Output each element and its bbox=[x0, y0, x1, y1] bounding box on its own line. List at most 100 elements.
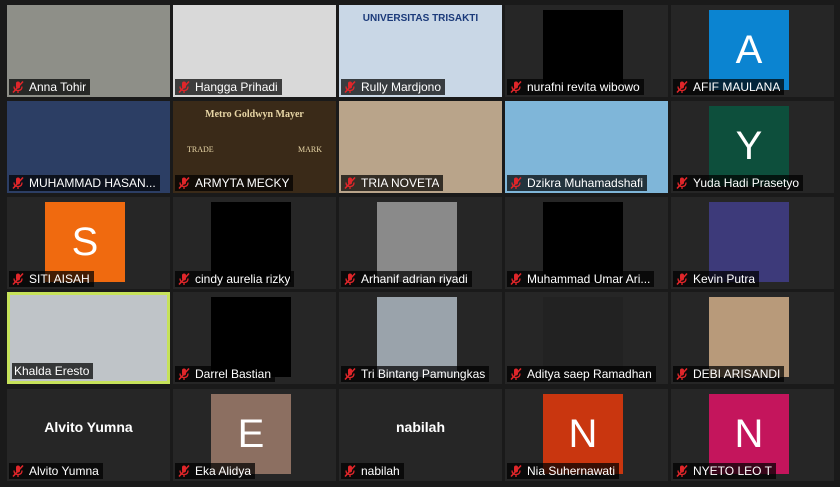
participant-name: cindy aurelia rizky bbox=[195, 272, 291, 286]
participant-avatar: S bbox=[45, 202, 125, 282]
muted-microphone-icon bbox=[344, 464, 356, 478]
participant-name-label: nabilah bbox=[341, 463, 404, 479]
participant-name: Kevin Putra bbox=[693, 272, 756, 286]
participant-tile[interactable]: Metro Goldwyn Mayer TRADE MARK ARMYTA MECKY bbox=[173, 101, 336, 193]
muted-microphone-icon bbox=[344, 80, 356, 94]
muted-microphone-icon bbox=[178, 176, 190, 190]
muted-microphone-icon bbox=[510, 80, 522, 94]
participant-name-label: Rully Mardjono bbox=[341, 79, 446, 95]
shared-screen-subtext: TRADE bbox=[187, 145, 214, 154]
participant-tile[interactable]: N Nia Suhernawati bbox=[505, 389, 668, 481]
participant-name: Hangga Prihadi bbox=[195, 80, 278, 94]
participant-tile[interactable]: UNIVERSITAS TRISAKTI Rully Mardjono bbox=[339, 5, 502, 97]
muted-microphone-icon bbox=[12, 80, 24, 94]
participant-name: Dzikra Muhamadshafi bbox=[527, 176, 644, 190]
participant-tile[interactable]: Arhanif adrian riyadi bbox=[339, 197, 502, 289]
participant-tile[interactable]: Alvito Yumna Alvito Yumna bbox=[7, 389, 170, 481]
participant-name-label: Anna Tohir bbox=[9, 79, 91, 95]
video-off-placeholder bbox=[211, 297, 291, 377]
participant-name: SITI AISAH bbox=[29, 272, 90, 286]
participant-name: Alvito Yumna bbox=[29, 464, 99, 478]
shared-screen-text: Metro Goldwyn Mayer bbox=[205, 109, 304, 120]
participant-tile[interactable]: Hangga Prihadi bbox=[173, 5, 336, 97]
participant-video bbox=[377, 202, 457, 282]
participant-tile[interactable]: DEBI ARISANDI bbox=[671, 292, 834, 384]
muted-microphone-icon bbox=[676, 367, 688, 381]
participant-name: Muhammad Umar Ari... bbox=[527, 272, 651, 286]
participant-name-label: Yuda Hadi Prasetyo bbox=[673, 175, 804, 191]
video-off-placeholder bbox=[543, 297, 623, 377]
participant-name-label: nurafni revita wibowo bbox=[507, 79, 644, 95]
participant-tile[interactable]: Kevin Putra bbox=[671, 197, 834, 289]
participant-tile[interactable]: Tri Bintang Pamungkas bbox=[339, 292, 502, 384]
video-off-placeholder bbox=[543, 10, 623, 90]
participant-display-name: Alvito Yumna bbox=[44, 419, 133, 435]
participant-tile[interactable]: A AFIF MAULANA bbox=[671, 5, 834, 97]
participant-tile[interactable]: E Eka Alidya bbox=[173, 389, 336, 481]
participant-tile[interactable]: Aditya saep Ramadhan bbox=[505, 292, 668, 384]
participant-tile[interactable]: Khalda Eresto bbox=[7, 292, 170, 384]
muted-microphone-icon bbox=[178, 464, 190, 478]
participant-tile[interactable]: MUHAMMAD HASAN... bbox=[7, 101, 170, 193]
participant-avatar: Y bbox=[709, 106, 789, 186]
participant-tile[interactable]: Y Yuda Hadi Prasetyo bbox=[671, 101, 834, 193]
participant-name-label: AFIF MAULANA bbox=[673, 79, 785, 95]
muted-microphone-icon bbox=[344, 176, 356, 190]
participant-video bbox=[543, 202, 623, 282]
participant-tile[interactable]: Darrel Bastian bbox=[173, 292, 336, 384]
shared-screen-text: UNIVERSITAS TRISAKTI bbox=[362, 13, 479, 24]
participant-tile[interactable]: Muhammad Umar Ari... bbox=[505, 197, 668, 289]
participant-name: Nia Suhernawati bbox=[527, 464, 616, 478]
participant-name-label: ARMYTA MECKY bbox=[175, 175, 294, 191]
muted-microphone-icon bbox=[676, 464, 688, 478]
muted-microphone-icon bbox=[676, 272, 688, 286]
participant-tile[interactable]: Dzikra Muhamadshafi bbox=[505, 101, 668, 193]
participant-name: AFIF MAULANA bbox=[693, 80, 781, 94]
muted-microphone-icon bbox=[510, 176, 522, 190]
muted-microphone-icon bbox=[510, 367, 522, 381]
participant-name-label: Dzikra Muhamadshafi bbox=[507, 175, 648, 191]
participant-avatar: N bbox=[543, 394, 623, 474]
participant-avatar: N bbox=[709, 394, 789, 474]
participant-name-label: cindy aurelia rizky bbox=[175, 271, 295, 287]
participant-display-name: nabilah bbox=[395, 419, 445, 435]
participant-tile[interactable]: nabilah nabilah bbox=[339, 389, 502, 481]
muted-microphone-icon bbox=[12, 272, 24, 286]
participant-name-label: Eka Alidya bbox=[175, 463, 256, 479]
participant-tile[interactable]: N NYETO LEO T bbox=[671, 389, 834, 481]
participant-tile[interactable]: nurafni revita wibowo bbox=[505, 5, 668, 97]
participant-name: TRIA NOVETA bbox=[361, 176, 440, 190]
participant-name: nurafni revita wibowo bbox=[527, 80, 640, 94]
participant-name: Anna Tohir bbox=[29, 80, 87, 94]
participant-name-label: Kevin Putra bbox=[673, 271, 760, 287]
muted-microphone-icon bbox=[12, 464, 24, 478]
participant-name: Rully Mardjono bbox=[361, 80, 442, 94]
participant-tile[interactable]: S SITI AISAH bbox=[7, 197, 170, 289]
participant-name-label: Khalda Eresto bbox=[12, 363, 94, 379]
participant-name-label: Arhanif adrian riyadi bbox=[341, 271, 472, 287]
participant-name-label: MUHAMMAD HASAN... bbox=[9, 175, 160, 191]
muted-microphone-icon bbox=[676, 80, 688, 94]
participant-tile[interactable]: TRIA NOVETA bbox=[339, 101, 502, 193]
participant-name-label: NYETO LEO T bbox=[673, 463, 776, 479]
participant-name-label: Tri Bintang Pamungkas bbox=[341, 366, 490, 382]
participant-tile[interactable]: Anna Tohir bbox=[7, 5, 170, 97]
participant-name-label: Nia Suhernawati bbox=[507, 463, 620, 479]
participant-video bbox=[377, 297, 457, 377]
participant-avatar: A bbox=[709, 10, 789, 90]
participant-name: Tri Bintang Pamungkas bbox=[361, 367, 486, 381]
muted-microphone-icon bbox=[676, 176, 688, 190]
participant-tile[interactable]: cindy aurelia rizky bbox=[173, 197, 336, 289]
participant-name: Darrel Bastian bbox=[195, 367, 272, 381]
participant-name: MUHAMMAD HASAN... bbox=[29, 176, 156, 190]
muted-microphone-icon bbox=[178, 272, 190, 286]
participant-name: Khalda Eresto bbox=[14, 364, 90, 378]
participant-name: Eka Alidya bbox=[195, 464, 252, 478]
participant-name: ARMYTA MECKY bbox=[195, 176, 290, 190]
muted-microphone-icon bbox=[12, 176, 24, 190]
participant-name-label: Aditya saep Ramadhan bbox=[507, 366, 656, 382]
muted-microphone-icon bbox=[510, 464, 522, 478]
muted-microphone-icon bbox=[178, 80, 190, 94]
participant-avatar: E bbox=[211, 394, 291, 474]
